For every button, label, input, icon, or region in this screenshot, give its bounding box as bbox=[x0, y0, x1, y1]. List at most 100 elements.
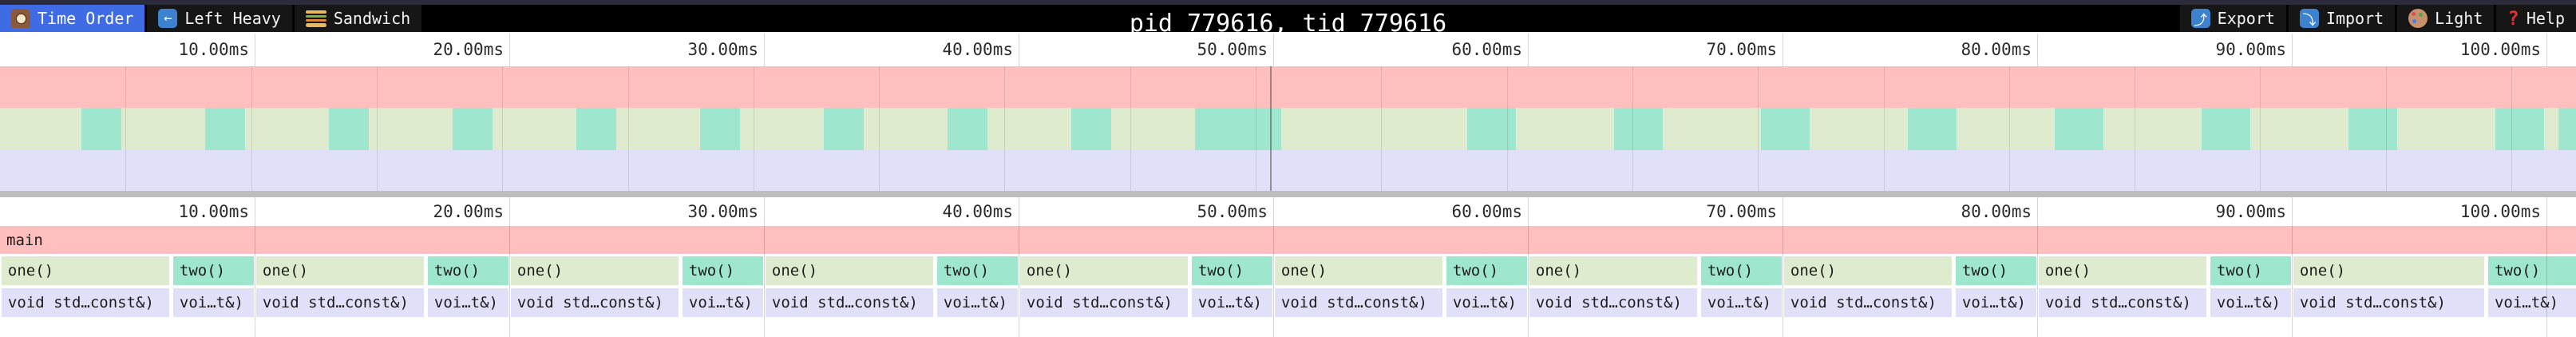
time-tick-label: 80.00ms bbox=[1961, 39, 2032, 59]
minimap-row-one-two[interactable] bbox=[0, 108, 2576, 150]
minimap-two-block[interactable] bbox=[948, 108, 987, 150]
frame-two[interactable]: two() bbox=[1955, 256, 2037, 285]
frame-void-std-const[interactable]: void std…const&) bbox=[1274, 288, 1443, 317]
minimap-two-block[interactable] bbox=[453, 108, 493, 150]
minimap-two-block[interactable] bbox=[205, 108, 245, 150]
frame-voi-t[interactable]: voi…t&) bbox=[936, 288, 1019, 317]
frame-voi-t[interactable]: voi…t&) bbox=[682, 288, 764, 317]
import-button[interactable]: ⤵ Import bbox=[2288, 5, 2396, 32]
minimap-two-block[interactable] bbox=[824, 108, 864, 150]
tab-time-order[interactable]: Time Order bbox=[0, 5, 145, 32]
sandwich-icon bbox=[305, 10, 326, 27]
minimap-two-block[interactable] bbox=[81, 108, 121, 150]
frame-one[interactable]: one() bbox=[510, 256, 679, 285]
frame-void-std-const[interactable]: void std…const&) bbox=[1529, 288, 1698, 317]
frame-two[interactable]: two() bbox=[1191, 256, 1273, 285]
frame-one[interactable]: one() bbox=[1019, 256, 1189, 285]
frame-two[interactable]: two() bbox=[682, 256, 764, 285]
tab-left-heavy[interactable]: ← Left Heavy bbox=[147, 5, 292, 32]
time-tick-label: 20.00ms bbox=[433, 202, 504, 221]
minimap-two-block[interactable] bbox=[700, 108, 740, 150]
frame-voi-t[interactable]: voi…t&) bbox=[1446, 288, 1528, 317]
frame-voi-t[interactable]: voi…t&) bbox=[1955, 288, 2037, 317]
palette-icon bbox=[2408, 9, 2428, 28]
frame-one[interactable]: one() bbox=[2038, 256, 2207, 285]
tab-left-heavy-label: Left Heavy bbox=[184, 9, 281, 28]
frame-voi-t[interactable]: voi…t&) bbox=[2210, 288, 2292, 317]
flamechart-ruler[interactable]: 10.00ms 20.00ms 30.00ms 40.00ms 50.00ms 60.00… bbox=[0, 197, 2576, 226]
minimap-two-block[interactable] bbox=[1761, 108, 1810, 150]
export-button[interactable]: ⤴ Export bbox=[2179, 5, 2286, 32]
view-tabs: Time Order ← Left Heavy Sandwich bbox=[0, 5, 422, 32]
frame-void-std-const[interactable]: void std…const&) bbox=[1019, 288, 1189, 317]
minimap-two-block[interactable] bbox=[2055, 108, 2103, 150]
light-theme-button-label: Light bbox=[2435, 9, 2483, 28]
minimap-two-block[interactable] bbox=[1467, 108, 1516, 150]
time-tick-label: 40.00ms bbox=[942, 39, 1013, 59]
time-tick-label: 40.00ms bbox=[942, 202, 1013, 221]
time-tick-label: 90.00ms bbox=[2215, 39, 2286, 59]
time-tick-label: 70.00ms bbox=[1706, 202, 1777, 221]
minimap-row-leaf[interactable] bbox=[0, 150, 2576, 191]
minimap-two-block[interactable] bbox=[1614, 108, 1663, 150]
minimap-viewport-edge[interactable] bbox=[1270, 66, 1272, 191]
frame-two[interactable]: two() bbox=[2210, 256, 2292, 285]
frame-voi-t[interactable]: voi…t&) bbox=[172, 288, 255, 317]
frame-voi-t[interactable]: voi…t&) bbox=[1191, 288, 1273, 317]
frame-voi-t[interactable]: voi…t&) bbox=[2487, 288, 2576, 317]
frame-two[interactable]: two() bbox=[427, 256, 509, 285]
frame-void-std-const[interactable]: void std…const&) bbox=[255, 288, 425, 317]
frame-two[interactable]: two() bbox=[172, 256, 255, 285]
frame-one[interactable]: one() bbox=[1, 256, 170, 285]
frame-one[interactable]: one() bbox=[1274, 256, 1443, 285]
toolbar-buttons: ⤴ Export ⤵ Import Light ? Help bbox=[2179, 5, 2576, 32]
minimap-two-block[interactable] bbox=[2495, 108, 2544, 150]
minimap-flamechart-separator[interactable] bbox=[0, 191, 2576, 197]
time-tick-label: 50.00ms bbox=[1197, 202, 1268, 221]
frame-voi-t[interactable]: voi…t&) bbox=[427, 288, 509, 317]
frame-voi-t[interactable]: voi…t&) bbox=[1700, 288, 1783, 317]
frame-one[interactable]: one() bbox=[1783, 256, 1953, 285]
time-tick-label: 30.00ms bbox=[687, 39, 758, 59]
frame-two[interactable]: two() bbox=[1700, 256, 1783, 285]
help-button[interactable]: ? Help bbox=[2496, 5, 2576, 32]
frame-main[interactable]: main bbox=[0, 226, 2576, 254]
frame-void-std-const[interactable]: void std…const&) bbox=[510, 288, 679, 317]
minimap-two-block[interactable] bbox=[1071, 108, 1111, 150]
import-button-label: Import bbox=[2325, 9, 2384, 28]
frame-two[interactable]: two() bbox=[1446, 256, 1528, 285]
minimap-ruler[interactable]: 10.00ms 20.00ms 30.00ms 40.00ms 50.00ms 60.00… bbox=[0, 32, 2576, 66]
frame-one[interactable]: one() bbox=[255, 256, 425, 285]
minimap-two-block[interactable] bbox=[1908, 108, 1957, 150]
frame-one[interactable]: one() bbox=[765, 256, 934, 285]
tab-sandwich[interactable]: Sandwich bbox=[294, 5, 422, 32]
minimap-two-block[interactable] bbox=[1195, 108, 1281, 150]
help-button-label: Help bbox=[2526, 9, 2565, 28]
minimap-row-main[interactable] bbox=[0, 66, 2576, 108]
frame-void-std-const[interactable]: void std…const&) bbox=[1783, 288, 1953, 317]
frame-two[interactable]: two() bbox=[2487, 256, 2576, 285]
frame-one[interactable]: one() bbox=[2293, 256, 2484, 285]
minimap-two-block[interactable] bbox=[329, 108, 369, 150]
minimap-two-block[interactable] bbox=[2202, 108, 2250, 150]
minimap-two-block[interactable] bbox=[576, 108, 616, 150]
frame-two[interactable]: two() bbox=[936, 256, 1019, 285]
minimap-two-block[interactable] bbox=[2348, 108, 2397, 150]
time-tick-label: 90.00ms bbox=[2215, 202, 2286, 221]
question-icon: ? bbox=[2507, 7, 2519, 30]
time-tick-label: 30.00ms bbox=[687, 202, 758, 221]
frame-void-std-const[interactable]: void std…const&) bbox=[2293, 288, 2484, 317]
minimap-two-block[interactable] bbox=[2558, 108, 2576, 150]
time-tick-label: 100.00ms bbox=[2459, 39, 2541, 59]
time-tick-label: 60.00ms bbox=[1451, 202, 1522, 221]
frame-one[interactable]: one() bbox=[1529, 256, 1698, 285]
time-tick-label: 10.00ms bbox=[178, 39, 249, 59]
time-tick-label: 80.00ms bbox=[1961, 202, 2032, 221]
frame-void-std-const[interactable]: void std…const&) bbox=[765, 288, 934, 317]
frame-void-std-const[interactable]: void std…const&) bbox=[1, 288, 170, 317]
frame-void-std-const[interactable]: void std…const&) bbox=[2038, 288, 2207, 317]
time-tick-label: 20.00ms bbox=[433, 39, 504, 59]
light-theme-button[interactable]: Light bbox=[2397, 5, 2495, 32]
